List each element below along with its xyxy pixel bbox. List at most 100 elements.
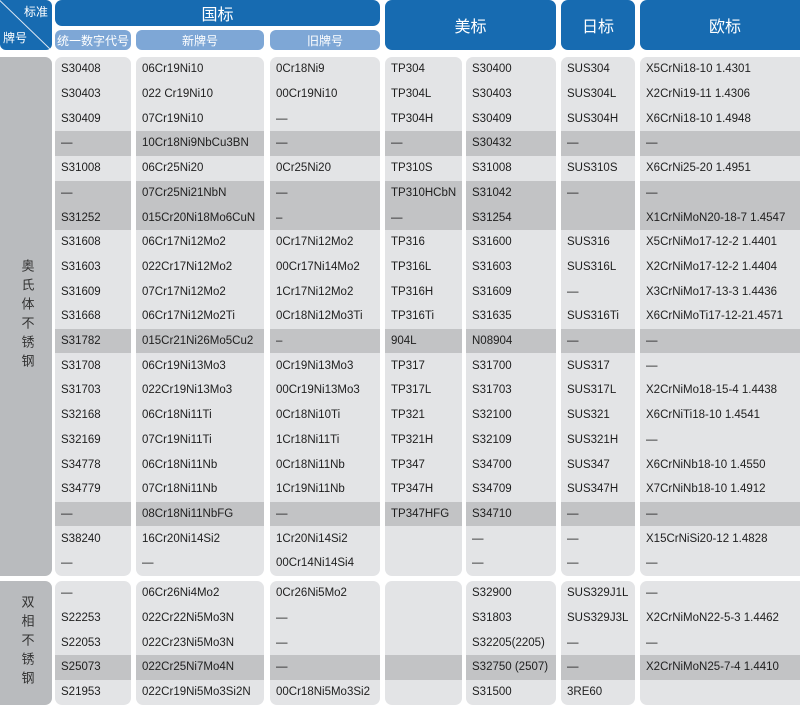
table-cell: TP304 bbox=[391, 63, 425, 76]
column-us-uns: S32900 S31803 S32205(2205) S32750 (2507) S31… bbox=[466, 581, 556, 705]
table-cell: 015Cr21Ni26Mo5Cu2 bbox=[136, 328, 264, 354]
subheader-new-grade: 新牌号 bbox=[136, 30, 264, 50]
table-cell: TP316L bbox=[391, 260, 432, 273]
table-cell bbox=[385, 606, 462, 631]
table-cell: — bbox=[142, 557, 154, 570]
table-cell: X2CrNi19-11 1.4306 bbox=[646, 88, 750, 101]
column-eu-grade: X5CrNi18-10 1.4301 X2CrNi19-11 1.4306 X6Cr… bbox=[640, 57, 800, 576]
table-cell: TP321H bbox=[391, 433, 434, 446]
table-cell: S32205(2205) bbox=[472, 636, 545, 649]
table-cell: — bbox=[561, 501, 635, 527]
table-cell: — bbox=[472, 532, 484, 545]
table-cell: X2CrNiMoN22-5-3 1.4462 bbox=[646, 612, 779, 625]
column-unified-code: S30408 S30403 S30409— S31008— S31252 S31608 S3… bbox=[55, 57, 131, 576]
table-cell: S25073 bbox=[55, 655, 131, 680]
column-us-grade bbox=[385, 581, 462, 705]
table-cell: — bbox=[640, 180, 800, 206]
table-cell: 10Cr18Ni9NbCu3BN bbox=[136, 131, 264, 156]
table-cell: — bbox=[55, 501, 131, 527]
table-cell: X7CrNiNb18-10 1.4912 bbox=[646, 483, 766, 496]
group-label: 双相不锈钢 bbox=[0, 581, 52, 705]
table-cell: S22253 bbox=[61, 612, 101, 625]
table-cell bbox=[385, 581, 462, 606]
table-cell: X6CrNiMoTi17-12-21.4571 bbox=[646, 310, 784, 323]
column-us-uns: S30400 S30403 S30409 S30432 S31008 S31042 S312… bbox=[466, 57, 556, 576]
table-cell: — bbox=[561, 131, 635, 156]
table-cell: S32169 bbox=[61, 433, 101, 446]
table-cell: — bbox=[276, 112, 288, 125]
table-cell: TP304L bbox=[391, 88, 432, 101]
table-cell: SUS310S bbox=[567, 162, 618, 175]
header-eu: 欧标 bbox=[640, 0, 800, 50]
table-cell: TP310HCbN bbox=[385, 180, 462, 206]
table-cell: 07Cr19Ni10 bbox=[142, 112, 204, 125]
table-cell: S34700 bbox=[472, 458, 512, 471]
table-cell: — bbox=[270, 131, 380, 156]
table-cell: — bbox=[646, 557, 658, 570]
table-cell: SUS316Ti bbox=[567, 310, 619, 323]
table-cell: S31700 bbox=[472, 359, 512, 372]
table-cell: TP304H bbox=[391, 112, 434, 125]
table-cell: 06Cr26Ni4Mo2 bbox=[142, 587, 220, 600]
table-cell: S31252 bbox=[55, 205, 131, 230]
column-us-grade: TP304 TP304L TP304H — TP310S TP310HCbN — TP316 T… bbox=[385, 57, 462, 576]
table-cell: 07Cr18Ni11Nb bbox=[142, 483, 218, 496]
column-jp-grade: SUS304 SUS304L SUS304H — SUS310S — SUS316 SUS31… bbox=[561, 57, 635, 576]
table-cell: — bbox=[385, 131, 462, 156]
table-cell: 07Cr25Ni21NbN bbox=[136, 180, 264, 206]
table-cell: S32900 bbox=[472, 587, 512, 600]
table-cell: 00Cr14Ni14Si4 bbox=[276, 557, 354, 570]
table-cell: S30408 bbox=[61, 63, 101, 76]
table-cell: X6CrNi18-10 1.4948 bbox=[646, 112, 751, 125]
table-cell: S30409 bbox=[61, 112, 101, 125]
table-cell: 1Cr19Ni11Nb bbox=[276, 483, 345, 496]
table-cell: 0Cr18Ni9 bbox=[276, 63, 325, 76]
table-cell: — bbox=[61, 587, 73, 600]
column-new-grade: 06Cr26Ni4Mo2 022Cr22Ni5Mo3N 022Cr23Ni5Mo3N… bbox=[136, 581, 264, 705]
table-cell: — bbox=[276, 612, 288, 625]
table-cell: 07Cr19Ni11Ti bbox=[142, 433, 212, 446]
table-cell: S38240 bbox=[61, 532, 101, 545]
table-cell: X5CrNiMo17-12-2 1.4401 bbox=[646, 236, 778, 249]
table-cell: S31008 bbox=[61, 162, 101, 175]
table-cell: 06Cr18Ni11Nb bbox=[142, 458, 218, 471]
header-jp: 日标 bbox=[561, 0, 635, 50]
table-cell: S31254 bbox=[466, 205, 556, 230]
subheader-unified-code: 统一数字代号 bbox=[55, 30, 131, 50]
table-cell: TP321 bbox=[391, 409, 425, 422]
table-cell: X1CrNiMoN20-18-7 1.4547 bbox=[640, 205, 800, 230]
table-cell: 1Cr20Ni14Si2 bbox=[276, 532, 348, 545]
table-cell: 3RE60 bbox=[567, 686, 603, 699]
table-cell: — bbox=[561, 655, 635, 680]
table-cell: 022 Cr19Ni10 bbox=[142, 88, 213, 101]
table-cell bbox=[385, 630, 462, 655]
table-cell: TP316Ti bbox=[391, 310, 435, 323]
table-cell: 022Cr19Ni5Mo3Si2N bbox=[142, 686, 251, 699]
table-cell: 1Cr18Ni11Ti bbox=[276, 433, 340, 446]
table-cell: 00Cr19Ni10 bbox=[276, 88, 338, 101]
column-eu-grade: — X2CrNiMoN22-5-3 1.4462 — X2CrNiMoN25-7-4 … bbox=[640, 581, 800, 705]
table-cell: X2CrNiMoN25-7-4 1.4410 bbox=[640, 655, 800, 680]
table-cell: S31042 bbox=[466, 180, 556, 206]
table-cell: TP317L bbox=[391, 384, 432, 397]
column-old-grade: 0Cr26Ni5Mo2 — — — 00Cr18Ni5Mo3Si2 bbox=[270, 581, 380, 705]
table-cell: 06Cr19Ni13Mo3 bbox=[142, 359, 226, 372]
table-cell: SUS347 bbox=[567, 458, 610, 471]
table-cell: S34779 bbox=[61, 483, 101, 496]
table-cell: 00Cr19Ni13Mo3 bbox=[276, 384, 360, 397]
table-cell: 06Cr17Ni12Mo2Ti bbox=[142, 310, 235, 323]
table-cell: — bbox=[567, 636, 579, 649]
group-label: 奥氏体不锈钢 bbox=[0, 57, 52, 576]
table-cell: 0Cr18Ni10Ti bbox=[276, 409, 341, 422]
column-new-grade: 06Cr19Ni10 022 Cr19Ni10 07Cr19Ni10 10Cr18Ni… bbox=[136, 57, 264, 576]
table-cell: 06Cr19Ni10 bbox=[142, 63, 204, 76]
table-cell: S31603 bbox=[472, 260, 512, 273]
table-cell: S30403 bbox=[472, 88, 512, 101]
table-cell: X3CrNiMo17-13-3 1.4436 bbox=[646, 285, 778, 298]
table-cell: — bbox=[270, 501, 380, 527]
table-cell: S30432 bbox=[466, 131, 556, 156]
table-cell: — bbox=[270, 180, 380, 206]
table-cell: S32100 bbox=[472, 409, 512, 422]
table-cell bbox=[385, 551, 462, 576]
table-cell: TP347H bbox=[391, 483, 434, 496]
